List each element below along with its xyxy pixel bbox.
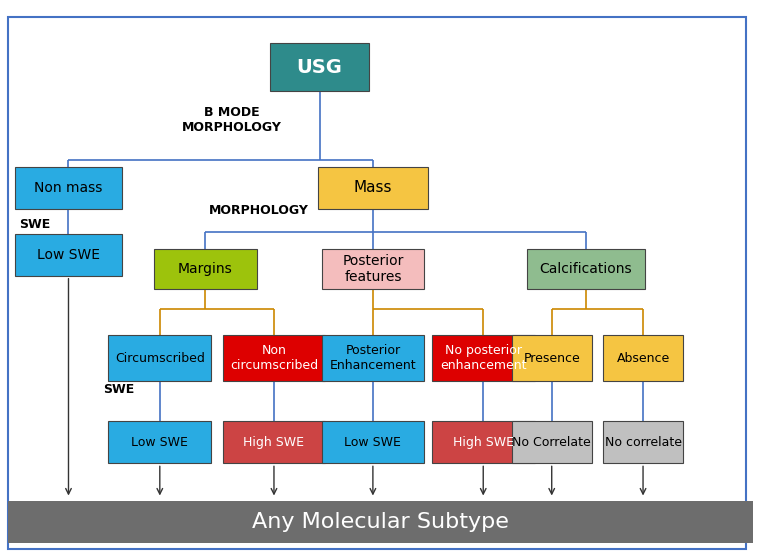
Bar — [8, 501, 753, 543]
Bar — [603, 422, 683, 464]
Text: Absence: Absence — [616, 352, 670, 365]
Bar — [511, 422, 592, 464]
Text: Mass: Mass — [354, 180, 392, 195]
Bar — [321, 335, 425, 381]
Bar — [222, 422, 326, 464]
Text: Non
circumscribed: Non circumscribed — [230, 344, 318, 372]
Bar — [154, 249, 257, 289]
Text: Non mass: Non mass — [34, 180, 103, 194]
Text: Any Molecular Subtype: Any Molecular Subtype — [252, 512, 509, 532]
Text: Presence: Presence — [524, 352, 580, 365]
Text: Low SWE: Low SWE — [345, 436, 401, 449]
Bar — [108, 422, 211, 464]
Text: High SWE: High SWE — [453, 436, 514, 449]
Text: Calcifications: Calcifications — [540, 262, 632, 276]
Text: Margins: Margins — [178, 262, 233, 276]
Bar — [432, 422, 534, 464]
Bar — [222, 335, 326, 381]
Bar — [270, 44, 369, 91]
Bar — [108, 335, 211, 381]
Bar — [15, 167, 122, 208]
Text: Circumscribed: Circumscribed — [115, 352, 205, 365]
Bar — [321, 422, 425, 464]
Bar — [511, 335, 592, 381]
Text: B MODE
MORPHOLOGY: B MODE MORPHOLOGY — [182, 106, 282, 134]
Text: SWE: SWE — [103, 382, 134, 396]
Text: USG: USG — [297, 58, 342, 77]
Text: No correlate: No correlate — [604, 436, 682, 449]
Text: MORPHOLOGY: MORPHOLOGY — [209, 203, 309, 217]
Text: Low SWE: Low SWE — [132, 436, 188, 449]
Bar — [432, 335, 534, 381]
Text: SWE: SWE — [19, 217, 50, 231]
Text: Low SWE: Low SWE — [37, 248, 100, 262]
Bar — [321, 249, 425, 289]
Text: No posterior
enhancement: No posterior enhancement — [440, 344, 527, 372]
Bar — [15, 234, 122, 276]
Bar — [603, 335, 683, 381]
Text: Posterior
Enhancement: Posterior Enhancement — [330, 344, 416, 372]
Bar — [527, 249, 645, 289]
Text: No Correlate: No Correlate — [512, 436, 591, 449]
Text: Posterior
features: Posterior features — [342, 254, 403, 284]
Bar — [318, 167, 428, 208]
Text: High SWE: High SWE — [244, 436, 304, 449]
